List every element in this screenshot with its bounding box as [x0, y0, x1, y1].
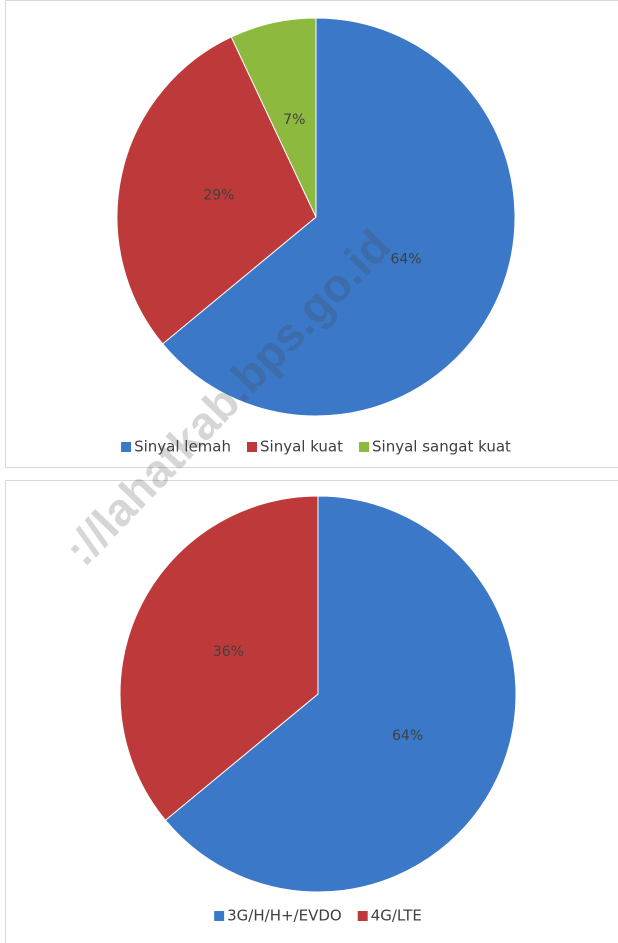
- legend-swatch: [121, 442, 132, 452]
- pie-slice: [164, 495, 517, 893]
- legend-label: Sinyal kuat: [260, 438, 343, 456]
- legend-label: 4G/LTE: [371, 907, 422, 925]
- chart-frame: [5, 0, 618, 468]
- data-label: 29%: [203, 187, 234, 203]
- chart-frame: [5, 480, 618, 943]
- legend-swatch: [214, 911, 225, 921]
- pie-slice: [230, 17, 317, 218]
- legend-label: 3G/H/H+/EVDO: [227, 907, 342, 925]
- data-label: 7%: [283, 112, 305, 128]
- pie-slice: [116, 36, 317, 345]
- legend-swatch: [359, 442, 370, 452]
- data-label: 36%: [213, 644, 244, 660]
- pie-slice: [119, 495, 319, 821]
- legend-swatch: [247, 442, 258, 452]
- data-label: 64%: [390, 251, 421, 267]
- legend-label: Sinyal lemah: [134, 438, 231, 456]
- legend-label: Sinyal sangat kuat: [372, 438, 511, 456]
- pie-slice: [161, 17, 516, 417]
- plots: 64% 29% 7% Sinyal lemah Sinyal kuat Sinyal sa…: [116, 17, 517, 925]
- data-label: 64%: [392, 728, 423, 744]
- legend-swatch: [357, 911, 368, 921]
